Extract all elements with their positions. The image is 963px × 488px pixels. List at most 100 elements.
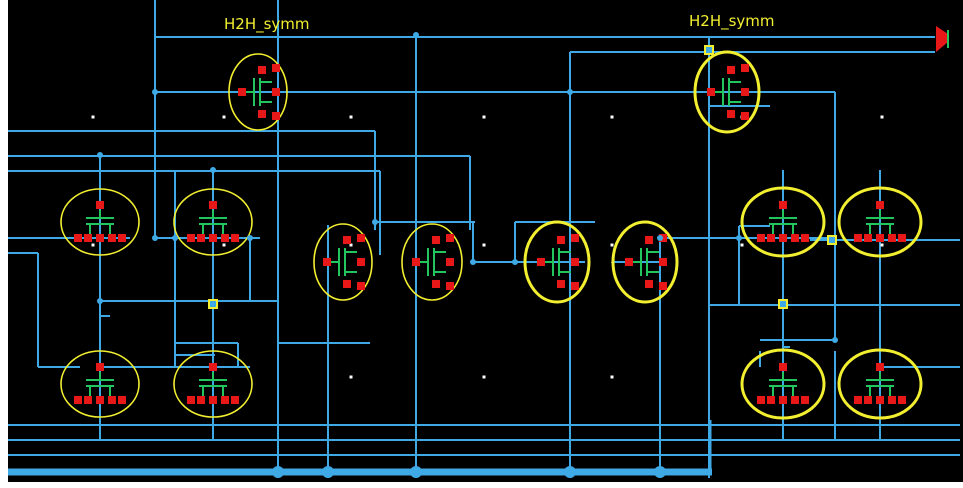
left-diffpair-b[interactable] bbox=[173, 188, 253, 256]
device-pin bbox=[659, 282, 667, 290]
device-pin bbox=[767, 234, 775, 242]
device-pin bbox=[209, 396, 217, 404]
device-pin bbox=[258, 110, 266, 118]
wire-dot bbox=[512, 259, 518, 265]
device-pin bbox=[876, 396, 884, 404]
device-pin bbox=[854, 234, 862, 242]
device-pin bbox=[571, 234, 579, 242]
device-outline bbox=[837, 348, 923, 420]
device-pin bbox=[625, 258, 633, 266]
right-load-b[interactable] bbox=[837, 348, 923, 420]
device-outline bbox=[60, 350, 140, 418]
device-pin bbox=[412, 258, 420, 266]
device-pin bbox=[357, 282, 365, 290]
device-pin bbox=[84, 396, 92, 404]
device-pin bbox=[357, 258, 365, 266]
device-outline bbox=[313, 223, 373, 301]
device-outline bbox=[611, 220, 679, 304]
bus-joint bbox=[654, 466, 666, 478]
grid-dot bbox=[222, 115, 226, 119]
device-label-left: H2H_symm bbox=[224, 15, 310, 33]
device-pin bbox=[876, 234, 884, 242]
wire-dot bbox=[372, 219, 378, 225]
device-pin bbox=[209, 363, 217, 371]
device-pin bbox=[801, 234, 809, 242]
device-pin bbox=[757, 234, 765, 242]
top-transistor-right[interactable] bbox=[693, 50, 761, 134]
device-pin bbox=[108, 396, 116, 404]
net-junction bbox=[208, 299, 218, 309]
grid-dot bbox=[740, 243, 744, 247]
device-pin bbox=[74, 396, 82, 404]
wire-dot bbox=[97, 152, 103, 158]
device-pin bbox=[645, 280, 653, 288]
middle-transistor-3[interactable] bbox=[523, 220, 591, 304]
device-pin bbox=[187, 396, 195, 404]
grid-dot bbox=[349, 375, 353, 379]
device-pin bbox=[238, 88, 246, 96]
wire-dot bbox=[832, 337, 838, 343]
wire-dot bbox=[413, 32, 419, 38]
device-pin bbox=[197, 234, 205, 242]
device-pin bbox=[779, 234, 787, 242]
device-pin bbox=[357, 234, 365, 242]
device-pin bbox=[446, 234, 454, 242]
right-diffpair-a[interactable] bbox=[740, 186, 826, 258]
device-pin bbox=[707, 88, 715, 96]
grid-dot bbox=[349, 243, 353, 247]
device-pin bbox=[432, 280, 440, 288]
device-pin bbox=[864, 234, 872, 242]
left-load-b[interactable] bbox=[173, 350, 253, 418]
grid-dot bbox=[880, 115, 884, 119]
wire-dot bbox=[736, 235, 742, 241]
left-diffpair-a[interactable] bbox=[60, 188, 140, 256]
device-outline bbox=[228, 53, 288, 131]
middle-transistor-4[interactable] bbox=[611, 220, 679, 304]
wire-dot bbox=[97, 298, 103, 304]
grid-dot bbox=[222, 243, 226, 247]
middle-transistor-1[interactable] bbox=[313, 223, 373, 301]
device-pin bbox=[791, 396, 799, 404]
device-pin bbox=[854, 396, 862, 404]
wire-dot bbox=[657, 235, 663, 241]
left-load-a[interactable] bbox=[60, 350, 140, 418]
wire-dot bbox=[152, 235, 158, 241]
right-diffpair-b[interactable] bbox=[837, 186, 923, 258]
right-load-a[interactable] bbox=[740, 348, 826, 420]
output-port-icon[interactable] bbox=[936, 26, 949, 52]
net-junction bbox=[704, 45, 714, 55]
device-pin bbox=[645, 236, 653, 244]
device-outline bbox=[173, 188, 253, 256]
wire-dot bbox=[247, 235, 253, 241]
device-pin bbox=[96, 363, 104, 371]
device-pin bbox=[876, 201, 884, 209]
device-pin bbox=[557, 236, 565, 244]
device-outline bbox=[740, 348, 826, 420]
device-pin bbox=[84, 234, 92, 242]
device-pin bbox=[446, 258, 454, 266]
wire-dot bbox=[172, 235, 178, 241]
device-pin bbox=[272, 88, 280, 96]
device-pin bbox=[779, 363, 787, 371]
wire-dot bbox=[210, 167, 216, 173]
device-pin bbox=[74, 234, 82, 242]
grid-dot bbox=[610, 243, 614, 247]
device-outline bbox=[740, 186, 826, 258]
device-pin bbox=[209, 234, 217, 242]
middle-transistor-2[interactable] bbox=[401, 223, 463, 301]
grid-dot bbox=[880, 243, 884, 247]
device-pin bbox=[197, 396, 205, 404]
device-pin bbox=[118, 396, 126, 404]
device-pin bbox=[96, 396, 104, 404]
device-layer[interactable] bbox=[60, 50, 923, 420]
device-pin bbox=[258, 66, 266, 74]
device-pin bbox=[209, 201, 217, 209]
device-pin bbox=[876, 363, 884, 371]
top-transistor-left[interactable] bbox=[228, 53, 288, 131]
wire-dot bbox=[567, 89, 573, 95]
grid-dot bbox=[482, 375, 486, 379]
device-pin bbox=[779, 201, 787, 209]
device-pin bbox=[801, 396, 809, 404]
